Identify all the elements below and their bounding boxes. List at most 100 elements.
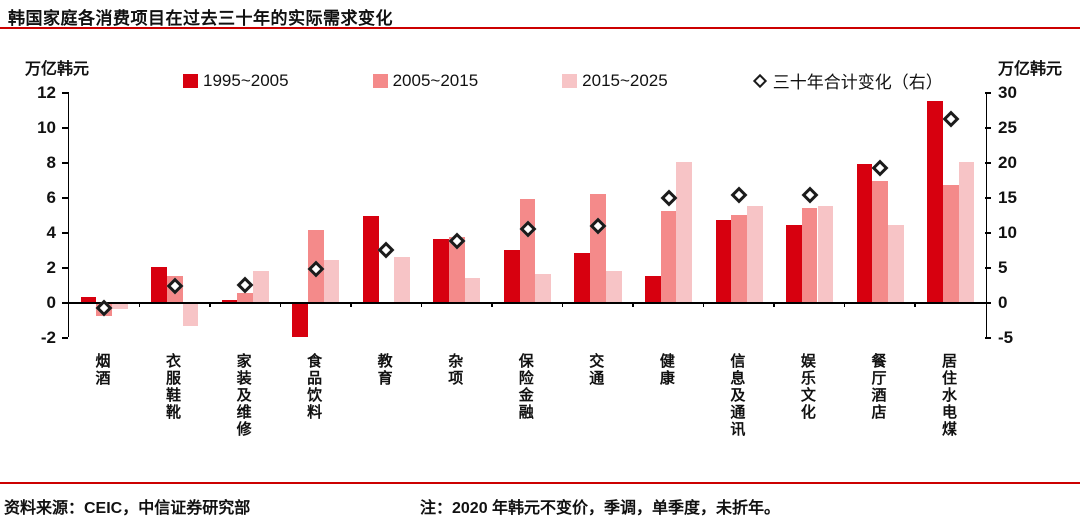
right-axis-tick-label: 5 [998,258,1008,277]
bar-2015~2025-家装及维修 [253,270,269,302]
left-axis-tick [62,337,68,339]
x-axis-category-label: 信息及通讯 [728,353,746,438]
bar-1995~2005-衣服鞋靴 [151,267,167,302]
bar-2015~2025-娱乐文化 [817,205,834,302]
bar-1995~2005-食品饮料 [292,303,309,337]
x-axis-tick [561,302,564,307]
bar-2015~2025-信息及通讯 [746,205,763,302]
bar-2015~2025-居住水电煤 [958,162,975,302]
x-axis-category-label: 家装及维修 [234,353,252,438]
bar-1995~2005-餐厅酒店 [856,163,873,302]
legend-item-三十年合计变化（右）: 三十年合计变化（右） [752,68,943,93]
bar-1995~2005-教育 [362,216,379,302]
right-axis-tick [985,232,991,234]
bar-1995~2005-交通 [574,253,591,302]
x-axis-tick [209,302,211,307]
left-axis-tick [62,127,68,129]
left-axis-tick [62,302,68,304]
left-axis-tick [62,162,68,164]
x-axis-category-label: 烟酒 [93,353,111,387]
bar-2005~2015-健康 [660,211,677,302]
legend-label: 1995~2005 [203,70,289,90]
legend-label: 三十年合计变化（右） [772,73,943,92]
right-axis-tick [985,127,991,129]
x-axis-tick [632,302,634,307]
bar-2015~2025-食品饮料 [323,260,340,302]
left-axis-tick-label: 12 [37,83,56,102]
x-axis-tick [773,302,775,307]
diamond-marker-娱乐文化 [801,186,819,204]
bar-1995~2005-娱乐文化 [786,225,802,302]
left-axis-tick [62,197,68,199]
x-axis-category-label: 交通 [587,353,605,387]
diamond-marker-健康 [660,189,678,207]
bar-2005~2015-保险金融 [519,198,536,302]
x-axis-category-label: 健康 [657,353,675,387]
diamond-marker-餐厅酒店 [871,159,889,177]
title-divider-line [0,27,1080,29]
left-axis-tick-label: 6 [46,188,56,207]
left-axis-tick-label: 8 [46,153,56,172]
bar-2015~2025-交通 [605,270,622,302]
x-axis-tick [702,302,705,307]
bar-2015~2025-衣服鞋靴 [182,303,199,327]
plot-area [68,92,987,337]
legend-item-2015~2025: 2015~2025 [562,71,668,91]
footnote-text: 注：2020 年韩元不变价，季调，单季度，未折年。 [420,500,781,517]
right-axis-tick-label: 25 [998,118,1017,137]
right-axis-tick-label: -5 [998,328,1014,347]
x-axis-category-label: 食品饮料 [305,353,323,421]
diamond-marker-居住水电煤 [942,110,960,128]
bar-2015~2025-烟酒 [112,303,128,309]
right-axis-tick-label: 30 [998,83,1017,102]
zero-baseline [69,302,986,304]
right-axis-tick [985,337,991,339]
x-axis-category-label: 衣服鞋靴 [164,353,182,421]
bar-1995~2005-信息及通讯 [715,219,732,302]
bar-1995~2005-健康 [645,275,661,302]
x-axis-tick [420,302,423,307]
bar-1995~2005-家装及维修 [221,300,238,302]
left-axis-tick-label: 4 [46,223,56,242]
left-axis-tick-label: 2 [46,258,56,277]
left-axis-tick [62,267,68,269]
left-axis-tick [62,232,68,234]
right-axis-tick [985,197,991,199]
x-axis-category-label: 杂项 [446,353,464,387]
bar-2015~2025-餐厅酒店 [888,225,904,302]
x-axis-category-label: 教育 [375,353,393,387]
x-axis-tick [138,302,141,307]
legend-swatch [562,73,578,88]
legend-swatch [183,73,198,88]
left-axis-tick-label: -2 [40,328,56,347]
right-axis-tick-label: 10 [998,223,1017,242]
bar-2005~2015-信息及通讯 [731,214,747,302]
legend-label: 2015~2025 [582,70,668,90]
bar-2015~2025-保险金融 [535,274,552,302]
bar-2015~2025-健康 [676,162,693,302]
left-axis-tick [62,92,68,94]
left-axis-unit-label: 万亿韩元 [25,61,90,78]
left-axis-tick-label: 0 [46,293,56,312]
legend-item-1995~2005: 1995~2005 [183,71,289,91]
diamond-marker-教育 [377,241,395,258]
right-axis-unit-label: 万亿韩元 [997,61,1062,78]
x-axis-category-label: 保险金融 [516,353,534,421]
legend: 1995~2005 2005~2015 2015~2025 三十年合计变化（右） [183,68,943,93]
left-axis-tick-label: 10 [37,118,56,137]
x-axis-tick [843,302,846,307]
bar-1995~2005-保险金融 [503,249,520,302]
bar-1995~2005-烟酒 [80,296,97,302]
x-axis-tick [491,302,493,307]
right-axis-tick-label: 15 [998,188,1017,207]
x-axis-category-label: 娱乐文化 [798,353,816,421]
x-axis-tick [914,302,916,307]
legend-label: 2005~2015 [392,70,479,90]
x-axis-category-label: 居住水电煤 [939,353,957,438]
bar-2005~2015-交通 [590,193,606,302]
bar-1995~2005-居住水电煤 [927,100,943,302]
diamond-marker-信息及通讯 [730,186,748,204]
data-source-text: 资料来源：CEIC，中信证券研究部 [4,500,251,517]
right-axis-tick [985,267,991,269]
